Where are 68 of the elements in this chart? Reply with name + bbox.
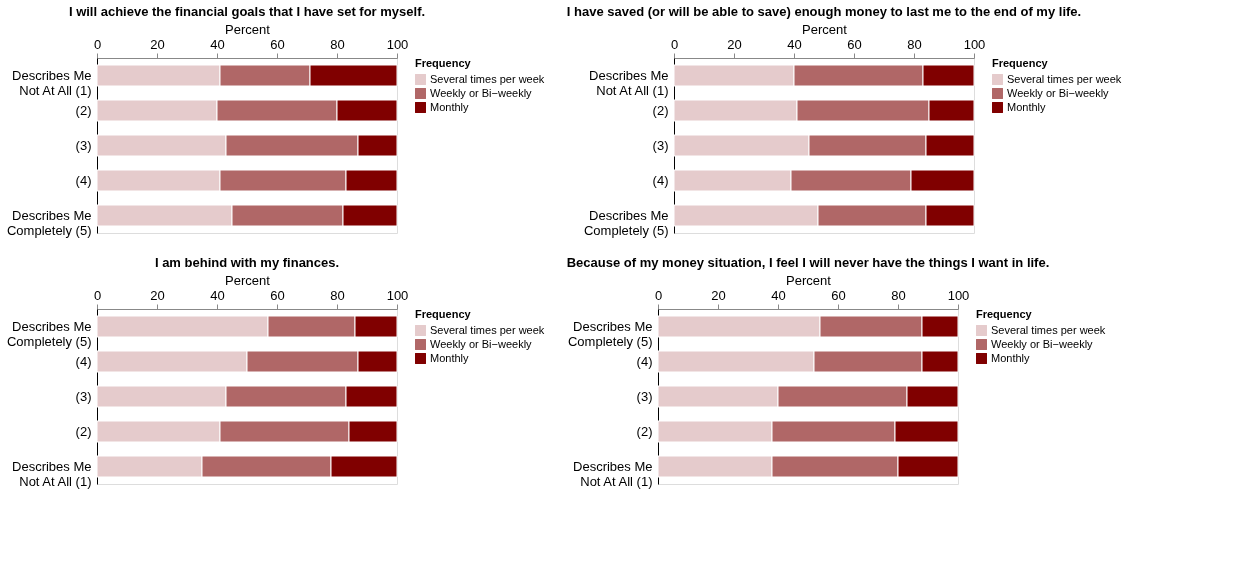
legend-label: Monthly — [1007, 100, 1047, 113]
x-tick-label: 20 — [150, 287, 165, 303]
x-tick-label: 60 — [270, 287, 285, 303]
y-tick-label: (4) — [652, 172, 669, 188]
x-tick-label: 0 — [93, 287, 102, 303]
legend-title: Frequency — [415, 308, 472, 320]
chart-title: I am behind with my finances. — [154, 255, 340, 270]
y-tick-label: (3) — [636, 388, 653, 404]
legend-title: Frequency — [976, 308, 1033, 320]
y-tick-label: Describes Me Completely (5) — [583, 207, 669, 238]
legend-label: Several times per week — [430, 72, 545, 85]
y-tick-label: (3) — [652, 137, 669, 153]
x-tick-label: 40 — [210, 287, 225, 303]
y-tick-label: (4) — [636, 353, 653, 369]
x-tick-label: 60 — [847, 36, 862, 52]
chart-title: Because of my money situation, I feel I will never have the things I want in life. — [566, 255, 1050, 270]
x-tick-label: 60 — [270, 36, 285, 52]
y-tick-label: Describes Me Not At All (1) — [589, 67, 669, 98]
y-tick-label: (4) — [75, 172, 92, 188]
legend-label: Weekly or Bi−weekly — [430, 337, 533, 350]
x-tick-label: 20 — [711, 287, 726, 303]
x-tick-label: 100 — [947, 287, 970, 303]
legend-label: Several times per week — [430, 323, 545, 336]
x-tick-label: 0 — [93, 36, 102, 52]
legend-label: Monthly — [991, 351, 1031, 364]
y-tick-label: (2) — [636, 423, 653, 439]
x-tick-label: 80 — [891, 287, 906, 303]
legend-label: Several times per week — [991, 323, 1106, 336]
x-axis-title: Percent — [225, 21, 271, 37]
y-tick-label: (2) — [75, 423, 92, 439]
x-tick-label: 40 — [787, 36, 802, 52]
y-tick-label: Describes Me Completely (5) — [6, 207, 92, 238]
legend-title: Frequency — [992, 57, 1049, 69]
x-tick-label: 40 — [210, 36, 225, 52]
x-tick-label: 20 — [150, 36, 165, 52]
x-axis-title: Percent — [225, 272, 271, 288]
y-tick-label: (2) — [75, 102, 92, 118]
y-tick-label: (2) — [652, 102, 669, 118]
y-tick-label: Describes Me Not At All (1) — [12, 67, 92, 98]
x-tick-label: 80 — [907, 36, 922, 52]
x-tick-label: 60 — [831, 287, 846, 303]
legend-label: Several times per week — [1007, 72, 1122, 85]
x-tick-label: 100 — [386, 287, 409, 303]
x-tick-label: 0 — [654, 287, 663, 303]
x-axis-title: Percent — [802, 21, 848, 37]
y-tick-label: Describes Me Completely (5) — [6, 318, 92, 349]
chart-title: I will achieve the financial goals that I have set for myself. — [68, 4, 426, 19]
y-tick-label: (3) — [75, 137, 92, 153]
y-tick-label: Describes Me Not At All (1) — [12, 458, 92, 489]
legend-title: Frequency — [415, 57, 472, 69]
x-tick-label: 20 — [727, 36, 742, 52]
x-tick-label: 100 — [386, 36, 409, 52]
x-tick-label: 80 — [330, 36, 345, 52]
x-tick-label: 0 — [670, 36, 679, 52]
y-tick-label: (3) — [75, 388, 92, 404]
legend-label: Weekly or Bi−weekly — [1007, 86, 1110, 99]
y-tick-label: Describes Me Completely (5) — [567, 318, 653, 349]
x-tick-label: 40 — [771, 287, 786, 303]
x-tick-label: 80 — [330, 287, 345, 303]
legend-label: Monthly — [430, 100, 470, 113]
y-tick-label: (4) — [75, 353, 92, 369]
legend-label: Weekly or Bi−weekly — [991, 337, 1094, 350]
x-axis-title: Percent — [786, 272, 832, 288]
legend-label: Weekly or Bi−weekly — [430, 86, 533, 99]
chart-title: I have saved (or will be able to save) enough money to last me to the end of my life. — [566, 4, 1082, 19]
x-tick-label: 100 — [963, 36, 986, 52]
legend-label: Monthly — [430, 351, 470, 364]
y-tick-label: Describes Me Not At All (1) — [573, 458, 653, 489]
